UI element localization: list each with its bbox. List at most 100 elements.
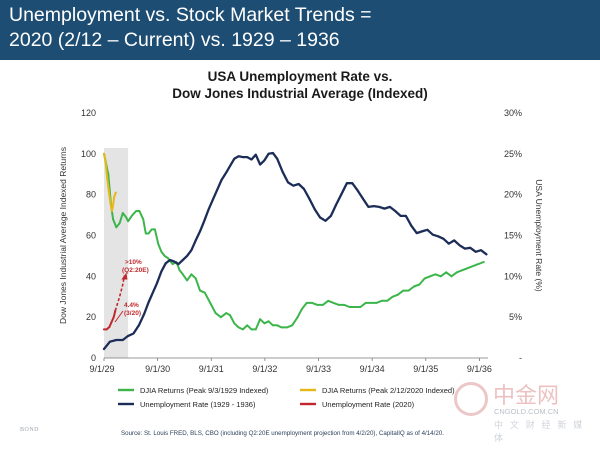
data-point-unemployment-1929 — [356, 189, 359, 192]
legend-label-djia-1929: DJIA Returns (Peak 9/3/1929 Indexed) — [140, 386, 269, 395]
data-point-unemployment-1929 — [340, 192, 343, 195]
x-tick-label: 9/1/32 — [252, 364, 277, 374]
y-tick-label: 60 — [86, 231, 96, 241]
data-point-djia-1929 — [199, 289, 201, 292]
data-point-djia-1929 — [246, 324, 249, 327]
data-point-unemployment-1929 — [447, 242, 450, 245]
data-point-djia-1929 — [311, 301, 313, 304]
data-point-unemployment-1929 — [250, 158, 253, 161]
data-point-unemployment-1929 — [480, 249, 482, 252]
data-point-djia-1929 — [118, 222, 121, 225]
data-point-unemployment-1929 — [151, 291, 154, 294]
data-point-unemployment-2020 — [103, 328, 105, 331]
annotation-label: 4.4% — [124, 302, 139, 309]
data-point-djia-2020 — [103, 152, 105, 155]
data-point-djia-1929 — [354, 306, 356, 308]
data-point-djia-1929 — [178, 269, 181, 272]
data-point-unemployment-1929 — [399, 215, 402, 217]
data-point-djia-1929 — [242, 328, 244, 331]
data-point-unemployment-1929 — [156, 281, 158, 284]
data-point-unemployment-1929 — [346, 182, 348, 185]
data-point-unemployment-1929 — [147, 301, 150, 304]
data-point-unemployment-1929 — [415, 232, 418, 234]
data-point-djia-1929 — [407, 289, 410, 292]
data-point-djia-1929 — [142, 218, 145, 221]
data-point-djia-1929 — [250, 328, 253, 331]
data-point-unemployment-1929 — [437, 235, 440, 238]
data-point-djia-1929 — [190, 273, 193, 276]
y-tick-label: 100 — [81, 149, 96, 159]
data-point-djia-1929 — [321, 304, 324, 306]
data-point-unemployment-1929 — [324, 219, 327, 222]
data-point-djia-2020 — [104, 161, 107, 163]
y2-axis-label: USA Unemployment Rate (%) — [534, 179, 544, 292]
data-point-djia-1929 — [296, 316, 299, 319]
data-point-djia-1929 — [237, 326, 240, 329]
data-point-djia-1929 — [276, 324, 279, 327]
data-point-djia-1929 — [423, 277, 426, 280]
data-point-djia-1929 — [375, 301, 378, 304]
y-tick-label: 20 — [86, 312, 96, 322]
data-point-djia-2020 — [106, 177, 109, 180]
data-point-djia-1929 — [291, 324, 294, 327]
data-point-djia-1929 — [338, 304, 340, 306]
data-point-djia-1929 — [413, 285, 415, 288]
data-point-djia-1929 — [144, 232, 147, 235]
data-point-unemployment-1929 — [287, 181, 289, 184]
data-point-unemployment-1929 — [190, 249, 193, 252]
data-point-unemployment-1929 — [216, 188, 219, 191]
data-point-unemployment-1929 — [259, 163, 261, 166]
data-point-unemployment-1929 — [132, 332, 135, 335]
data-point-djia-1929 — [386, 299, 389, 302]
data-point-djia-1929 — [127, 220, 130, 223]
data-point-unemployment-1929 — [233, 157, 236, 160]
data-point-unemployment-1929 — [276, 157, 279, 160]
data-point-djia-1929 — [157, 242, 160, 245]
data-point-unemployment-1929 — [329, 215, 332, 217]
data-point-djia-1929 — [466, 267, 469, 270]
data-point-djia-2020 — [107, 189, 110, 192]
y2-tick-label: 10% — [504, 271, 522, 281]
data-point-unemployment-1929 — [281, 170, 284, 173]
watermark-text: 中金网 — [493, 384, 560, 409]
data-point-djia-1929 — [171, 263, 174, 265]
data-point-unemployment-1929 — [169, 259, 171, 261]
x-tick-label: 9/1/33 — [306, 364, 331, 374]
data-point-djia-1929 — [280, 326, 283, 329]
slide-title-line-2: 2020 (2/12 – Current) vs. 1929 – 1936 — [9, 29, 340, 51]
y2-tick-label: - — [519, 353, 522, 363]
data-point-djia-1929 — [186, 279, 189, 282]
data-point-djia-1929 — [482, 261, 485, 263]
data-point-djia-1929 — [135, 210, 138, 212]
data-point-djia-2020 — [109, 201, 112, 204]
data-point-djia-1929 — [305, 301, 308, 304]
data-point-djia-2020 — [113, 195, 116, 198]
data-point-djia-1929 — [272, 324, 274, 327]
data-point-unemployment-1929 — [186, 255, 189, 257]
data-point-unemployment-1929 — [194, 239, 197, 242]
data-point-djia-1929 — [396, 293, 399, 296]
data-point-unemployment-2020 — [108, 326, 111, 328]
projection-line — [114, 275, 126, 311]
x-tick-label: 9/1/35 — [413, 364, 438, 374]
data-point-unemployment-1929 — [319, 216, 322, 219]
data-point-unemployment-1929 — [383, 207, 386, 210]
data-point-unemployment-1929 — [426, 228, 429, 231]
data-point-unemployment-1929 — [297, 183, 300, 185]
data-point-unemployment-1929 — [203, 219, 206, 222]
data-point-unemployment-1929 — [143, 313, 146, 315]
data-point-djia-1929 — [439, 275, 442, 278]
data-point-unemployment-1929 — [207, 208, 210, 211]
data-point-unemployment-1929 — [181, 259, 184, 261]
slide-title: Unemployment vs. Stock Market Trends = 2… — [9, 3, 589, 53]
data-point-djia-1929 — [209, 301, 212, 304]
data-point-unemployment-1929 — [121, 339, 124, 341]
y2-tick-label: 30% — [504, 108, 522, 118]
data-point-unemployment-1929 — [464, 247, 466, 250]
data-point-djia-1929 — [125, 216, 127, 219]
data-point-unemployment-1929 — [211, 198, 214, 201]
legend-label-djia-2020: DJIA Returns (Peak 2/12/2020 Indexed) — [322, 386, 455, 395]
data-point-djia-1929 — [477, 263, 480, 265]
annotation-label: (Q2:20E) — [122, 267, 149, 274]
annotation-label: (3/20) — [124, 310, 141, 317]
